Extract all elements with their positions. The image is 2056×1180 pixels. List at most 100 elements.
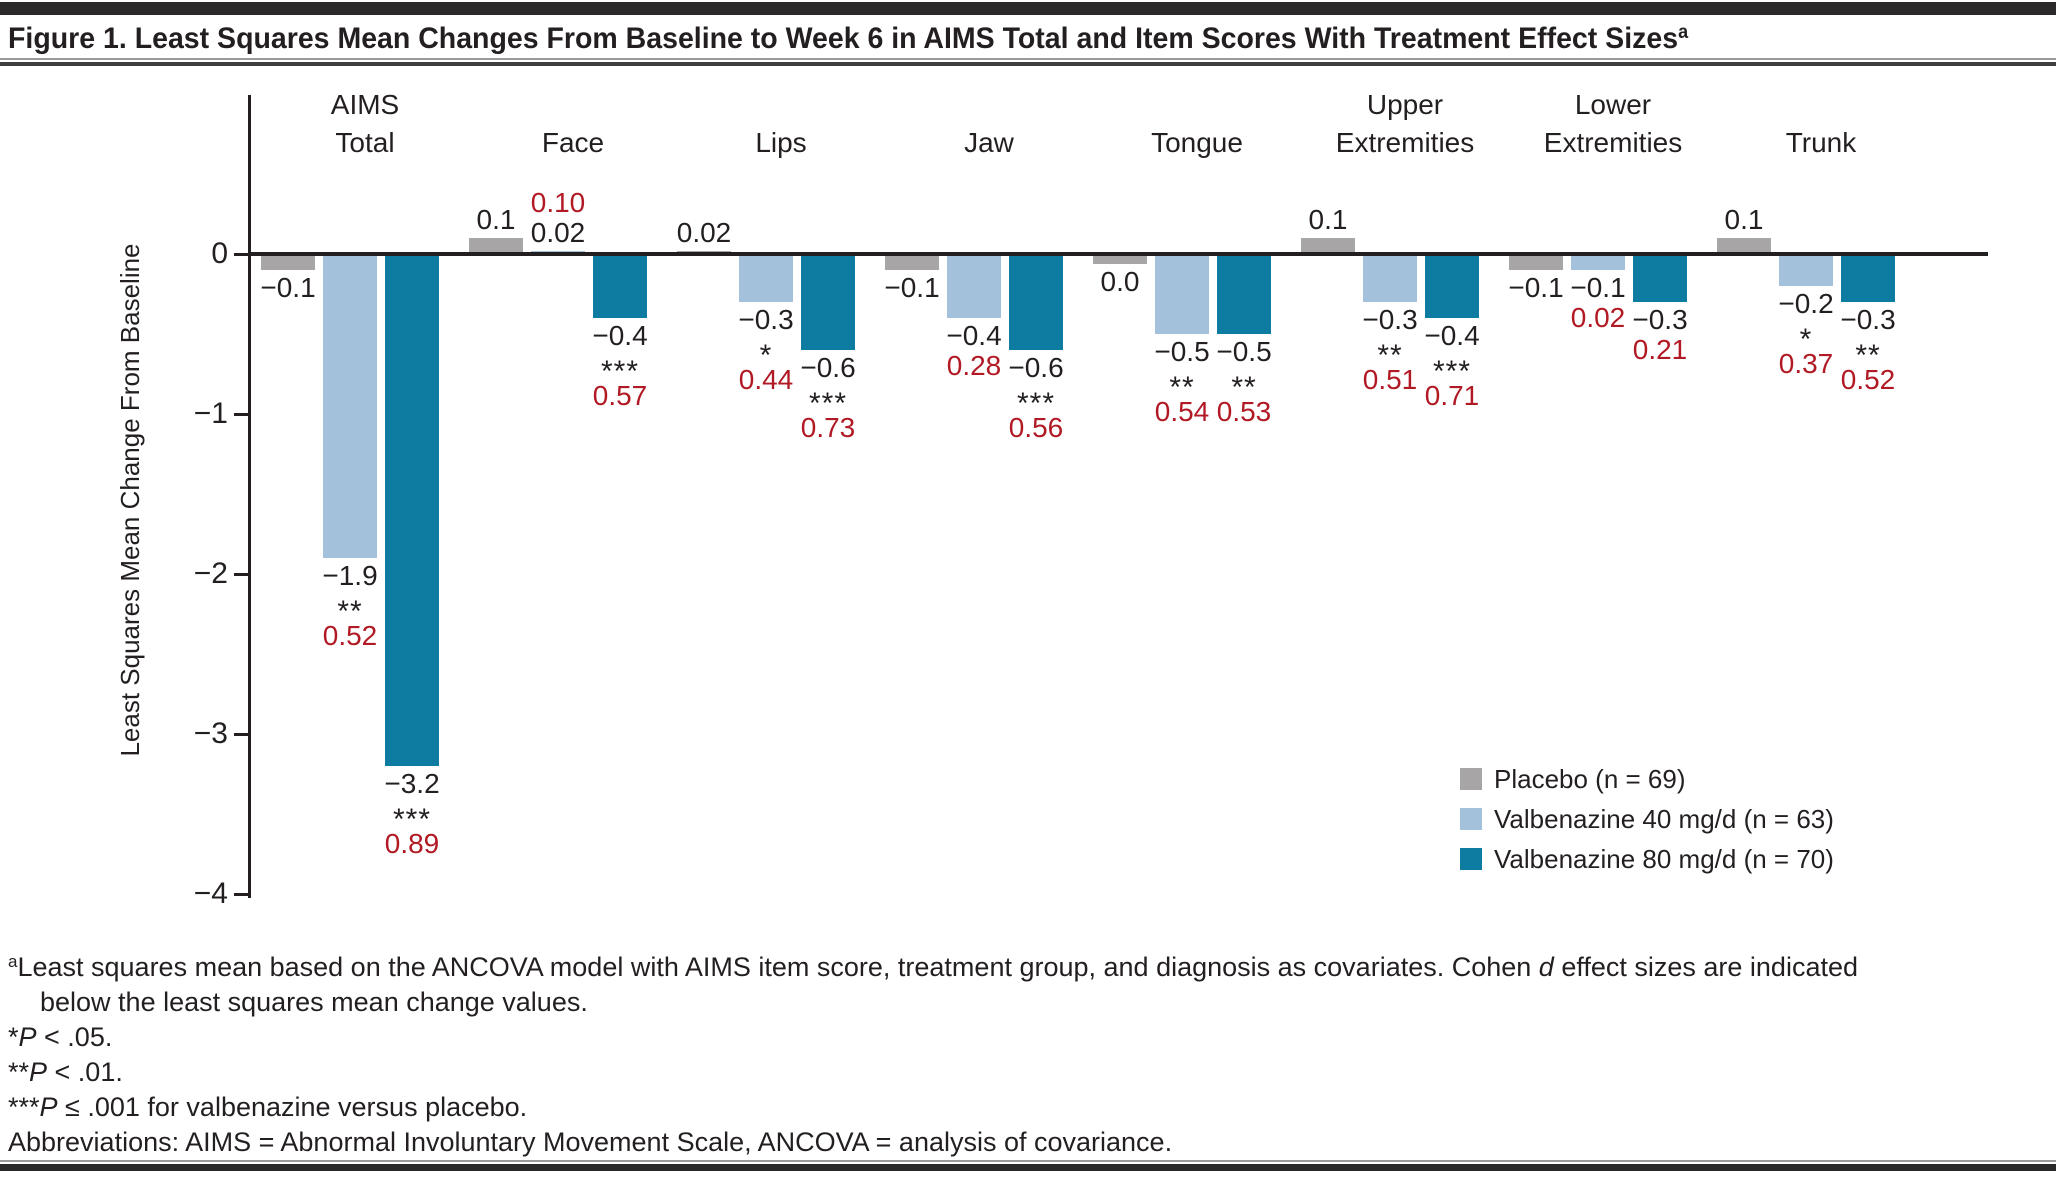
y-axis-tick xyxy=(234,893,250,896)
effect-size-label: 0.54 xyxy=(1154,396,1210,427)
category-label-line: Lips xyxy=(755,127,807,158)
footnote-line: **P < .01. xyxy=(8,1055,2050,1090)
category-label-line: Tongue xyxy=(1151,127,1243,158)
category-label-line: Extremities xyxy=(1335,127,1475,158)
bar-value-label: −0.3 xyxy=(1362,304,1418,335)
y-axis-tick xyxy=(234,733,250,736)
footnote-text: effect sizes are indicated xyxy=(1553,952,1858,982)
significance-stars: ** xyxy=(1855,339,1881,372)
bar-value-label: 0.02 xyxy=(676,216,732,248)
title-separator-light xyxy=(0,58,2056,60)
footnote-superscript: a xyxy=(8,952,18,971)
effect-size-label: 0.37 xyxy=(1778,348,1834,379)
y-axis-title: Least Squares Mean Change From Baseline xyxy=(115,243,145,757)
y-axis-tick-label: 0 xyxy=(211,237,228,270)
category-label-line: Lower xyxy=(1574,89,1652,120)
bar-placebo-lower-extremities xyxy=(1509,254,1563,270)
effect-size-label: 0.51 xyxy=(1362,364,1418,395)
bar-valbenazine_80-jaw xyxy=(1009,254,1063,350)
bar-value-label: −0.6 xyxy=(1008,352,1064,383)
title-separator-dark xyxy=(0,62,2056,66)
significance-stars: * xyxy=(759,339,773,372)
bar-value-label: −0.5 xyxy=(1154,336,1210,367)
category-label-line: Total xyxy=(335,127,395,158)
effect-size-label: 0.52 xyxy=(1840,364,1896,395)
bar-valbenazine_80-face xyxy=(593,254,647,318)
effect-size-label: 0.71 xyxy=(1424,380,1480,411)
footnote-text: P xyxy=(18,1022,37,1052)
y-axis-line xyxy=(248,95,251,898)
bar-value-label: −1.9 xyxy=(322,560,378,591)
bar-value-label: −0.1 xyxy=(260,272,316,303)
effect-size-label: 0.28 xyxy=(946,350,1002,381)
footnote-line: ***P ≤ .001 for valbenazine versus place… xyxy=(8,1090,2050,1125)
legend-label: Placebo (n = 69) xyxy=(1494,764,1686,794)
effect-size-label: 0.21 xyxy=(1632,334,1688,365)
significance-stars: *** xyxy=(1016,387,1056,420)
category-label-upper-extremities: Upper Extremities xyxy=(1295,78,1515,162)
bar-value-label: −0.4 xyxy=(946,320,1002,351)
bar-placebo-tongue xyxy=(1093,254,1147,264)
footnote-text: < .01. xyxy=(47,1057,123,1087)
significance-stars: * xyxy=(1799,323,1813,356)
bar-value-label: 0.02 xyxy=(530,216,586,248)
bar-valbenazine_40-aims-total xyxy=(323,254,377,558)
legend-label: Valbenazine 40 mg/d (n = 63) xyxy=(1494,804,1834,834)
bar-value-label: −0.2 xyxy=(1778,288,1834,319)
category-label-line: Trunk xyxy=(1785,127,1857,158)
bar-valbenazine_80-upper-extremities xyxy=(1425,254,1479,318)
effect-size-label: 0.89 xyxy=(384,828,440,859)
bar-placebo-jaw xyxy=(885,254,939,270)
category-label-line: AIMS xyxy=(330,89,400,120)
category-label-line: Jaw xyxy=(964,127,1014,158)
significance-stars: *** xyxy=(808,387,848,420)
bar-value-label: 0.1 xyxy=(1724,204,1764,235)
y-axis-tick xyxy=(234,253,250,256)
effect-size-label: 0.52 xyxy=(322,620,378,651)
category-label-jaw: Jaw xyxy=(879,78,1099,162)
bottom-rule-dark xyxy=(0,1164,2056,1171)
top-rule xyxy=(0,2,2056,15)
footnote-text: Least squares mean based on the ANCOVA m… xyxy=(17,952,1539,982)
legend-swatch-placebo xyxy=(1460,768,1482,790)
bar-value-label: −0.3 xyxy=(738,304,794,335)
bar-valbenazine_40-lips xyxy=(739,254,793,302)
footnote-text: < .05. xyxy=(36,1022,113,1052)
zero-baseline xyxy=(250,252,1988,256)
bar-valbenazine_80-lower-extremities xyxy=(1633,254,1687,302)
footnote-line: aLeast squares mean based on the ANCOVA … xyxy=(8,950,2050,985)
footnote-line: below the least squares mean change valu… xyxy=(8,985,2050,1020)
footnote-line: *P < .05. xyxy=(8,1020,2050,1055)
y-axis-tick-label: −1 xyxy=(193,397,228,430)
category-label-lips: Lips xyxy=(671,78,891,162)
effect-size-label: 0.56 xyxy=(1008,412,1064,443)
effect-size-label: 0.73 xyxy=(800,412,856,443)
bar-value-label: −0.4 xyxy=(1424,320,1480,351)
significance-stars: ** xyxy=(1231,371,1257,404)
bar-value-label: −0.3 xyxy=(1632,304,1688,335)
bar-valbenazine_40-lower-extremities xyxy=(1571,254,1625,270)
bar-valbenazine_40-jaw xyxy=(947,254,1001,318)
footnote-text: Abbreviations: AIMS = Abnormal Involunta… xyxy=(8,1127,1173,1157)
bar-value-label: 0.1 xyxy=(476,204,516,235)
bar-value-label: −0.1 xyxy=(1508,272,1564,303)
footnote-line: Abbreviations: AIMS = Abnormal Involunta… xyxy=(8,1125,2050,1160)
bar-valbenazine_80-trunk xyxy=(1841,254,1895,302)
figure-title: Figure 1. Least Squares Mean Changes Fro… xyxy=(8,22,1688,56)
footnotes: aLeast squares mean based on the ANCOVA … xyxy=(8,950,2050,1160)
bar-value-label: −0.5 xyxy=(1216,336,1272,367)
footnote-text: * xyxy=(8,1022,19,1052)
significance-stars: ** xyxy=(1377,339,1403,372)
category-label-line: Upper xyxy=(1366,89,1444,120)
footnote-text: P xyxy=(39,1092,58,1122)
footnote-text: ** xyxy=(8,1057,30,1087)
effect-size-label: 0.53 xyxy=(1216,396,1272,427)
effect-size-label: 0.10 xyxy=(530,186,586,218)
legend-swatch-valbenazine_40 xyxy=(1460,808,1482,830)
figure-title-text: Figure 1. Least Squares Mean Changes Fro… xyxy=(8,22,1679,55)
legend-swatch-valbenazine_80 xyxy=(1460,848,1482,870)
category-label-line: Extremities xyxy=(1543,127,1683,158)
y-axis-tick-label: −3 xyxy=(193,717,228,750)
